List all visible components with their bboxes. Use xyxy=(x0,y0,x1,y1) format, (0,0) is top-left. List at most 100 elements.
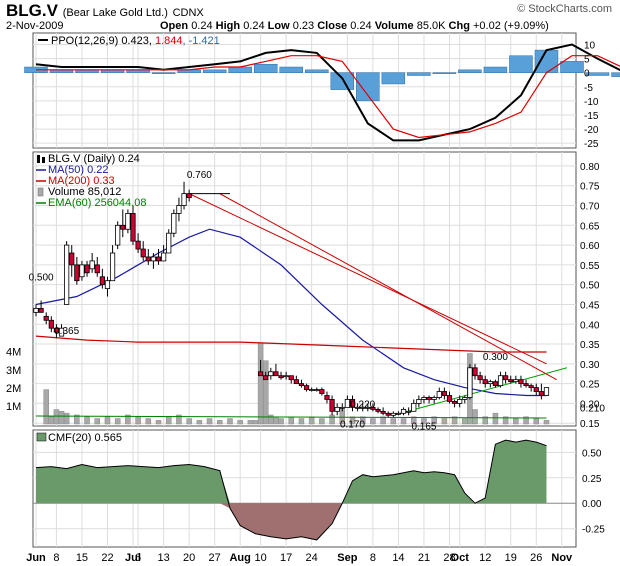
candle-body xyxy=(130,213,136,242)
x-tick-label: Sep xyxy=(337,552,357,564)
candle-body xyxy=(508,379,514,383)
stockcharts-logo: © StockCharts.com xyxy=(517,3,612,15)
volume-bar xyxy=(523,416,529,425)
volume-bar xyxy=(268,414,274,425)
price-tick-label: 0.80 xyxy=(580,162,600,173)
candle-body xyxy=(543,387,550,396)
ppo-histogram-bar xyxy=(509,55,533,73)
candle-body xyxy=(48,319,54,329)
quote-summary: Open 0.24 High 0.24 Low 0.23 Close 0.24 … xyxy=(160,20,549,32)
ppo-histogram-bar xyxy=(483,66,508,73)
x-tick-label: Jun xyxy=(26,552,46,564)
volume-bar xyxy=(43,389,49,425)
ppo-histogram-bar xyxy=(611,72,620,77)
candle-body xyxy=(426,397,432,400)
candle-body xyxy=(99,276,105,286)
candle-body xyxy=(125,213,131,230)
high-value: 0.24 xyxy=(243,20,265,32)
x-tick-label: Aug xyxy=(229,552,250,564)
candle-body xyxy=(120,224,126,230)
ppo-histogram-bar xyxy=(458,69,482,73)
price-tick-label: 0.60 xyxy=(580,241,600,252)
volume-bar xyxy=(380,416,386,425)
candle-body xyxy=(385,412,391,416)
ppo-panel xyxy=(32,32,577,149)
candle-body xyxy=(171,213,177,234)
price-tick-label: 0.50 xyxy=(580,281,600,292)
ma200-legend: MA(200) 0.33 xyxy=(48,175,115,187)
volume-bar xyxy=(165,416,172,425)
cmf-legend: CMF(20) 0.565 xyxy=(48,432,122,444)
candle-body xyxy=(482,379,488,385)
volume-bar xyxy=(53,409,60,425)
price-tick-label: 0.70 xyxy=(580,202,600,213)
ppo-line xyxy=(35,43,620,142)
candle-body xyxy=(115,224,121,246)
volume-bar xyxy=(441,418,448,425)
x-tick-label: 8 xyxy=(370,552,376,564)
candle-body xyxy=(411,403,417,412)
candle-body xyxy=(109,252,116,282)
volume-bar xyxy=(206,418,213,425)
x-tick-label: 24 xyxy=(306,552,318,564)
candle-body xyxy=(176,205,182,214)
candle-body xyxy=(94,264,100,274)
x-tick-label: Jul xyxy=(125,552,141,564)
candle-body xyxy=(263,375,269,381)
volume-bar xyxy=(492,412,499,425)
volume-bar xyxy=(114,418,121,425)
x-tick-label: 12 xyxy=(479,552,491,564)
candle-body xyxy=(339,406,345,409)
cmf-legend-swatch xyxy=(36,432,47,442)
volume-bar xyxy=(543,420,550,425)
candle-body xyxy=(451,401,458,404)
price-tick-label: 0.55 xyxy=(580,261,600,272)
candle-body xyxy=(457,399,463,404)
ppo-histogram-bar xyxy=(534,49,559,73)
volume-bar xyxy=(288,416,294,425)
volume-bar xyxy=(48,416,55,425)
cmf-line xyxy=(35,439,547,541)
ppo-histogram-bar xyxy=(407,72,431,76)
volume-bar xyxy=(400,418,407,425)
candle-body xyxy=(431,397,437,400)
volume-bar xyxy=(278,418,284,425)
trendline xyxy=(188,193,547,365)
volume-bar xyxy=(359,416,366,425)
volume-bar xyxy=(482,416,488,425)
candle-body xyxy=(477,375,483,381)
candle-body xyxy=(181,193,187,206)
candle-body xyxy=(278,375,284,379)
ema60-line xyxy=(35,415,547,419)
candle-body xyxy=(503,375,509,381)
ppo-histogram-bar xyxy=(585,72,610,76)
cmf-positive-area xyxy=(36,440,547,504)
ticker-symbol: BLG.V xyxy=(6,1,58,20)
candle-body xyxy=(370,406,376,410)
ppo-histogram-bar xyxy=(560,61,584,73)
candle-body xyxy=(186,193,192,198)
volume-bar xyxy=(94,418,101,425)
candle-body xyxy=(349,399,356,408)
price-tick-label: 0.35 xyxy=(580,340,600,351)
candle-body xyxy=(319,389,325,394)
candle-body xyxy=(145,256,151,262)
volume-tick-label: 4M xyxy=(6,347,21,359)
candle-body xyxy=(74,264,80,282)
candle-body xyxy=(89,260,95,270)
exchange-name: CDNX xyxy=(172,7,204,19)
volume-bar xyxy=(533,418,540,425)
candle-body xyxy=(43,315,49,321)
volume-bar xyxy=(63,412,70,425)
candle-body xyxy=(528,385,534,388)
candle-body xyxy=(492,381,499,387)
candle-body xyxy=(380,410,386,414)
volume-legend: Volume 85,012 xyxy=(48,186,121,198)
ppo-histogram-bar xyxy=(356,72,380,102)
volume-legend-swatch xyxy=(37,187,44,197)
candle-body xyxy=(324,395,330,400)
candle-body xyxy=(161,252,167,262)
candle-body xyxy=(523,383,529,387)
price-tick-label: 0.40 xyxy=(580,320,600,331)
